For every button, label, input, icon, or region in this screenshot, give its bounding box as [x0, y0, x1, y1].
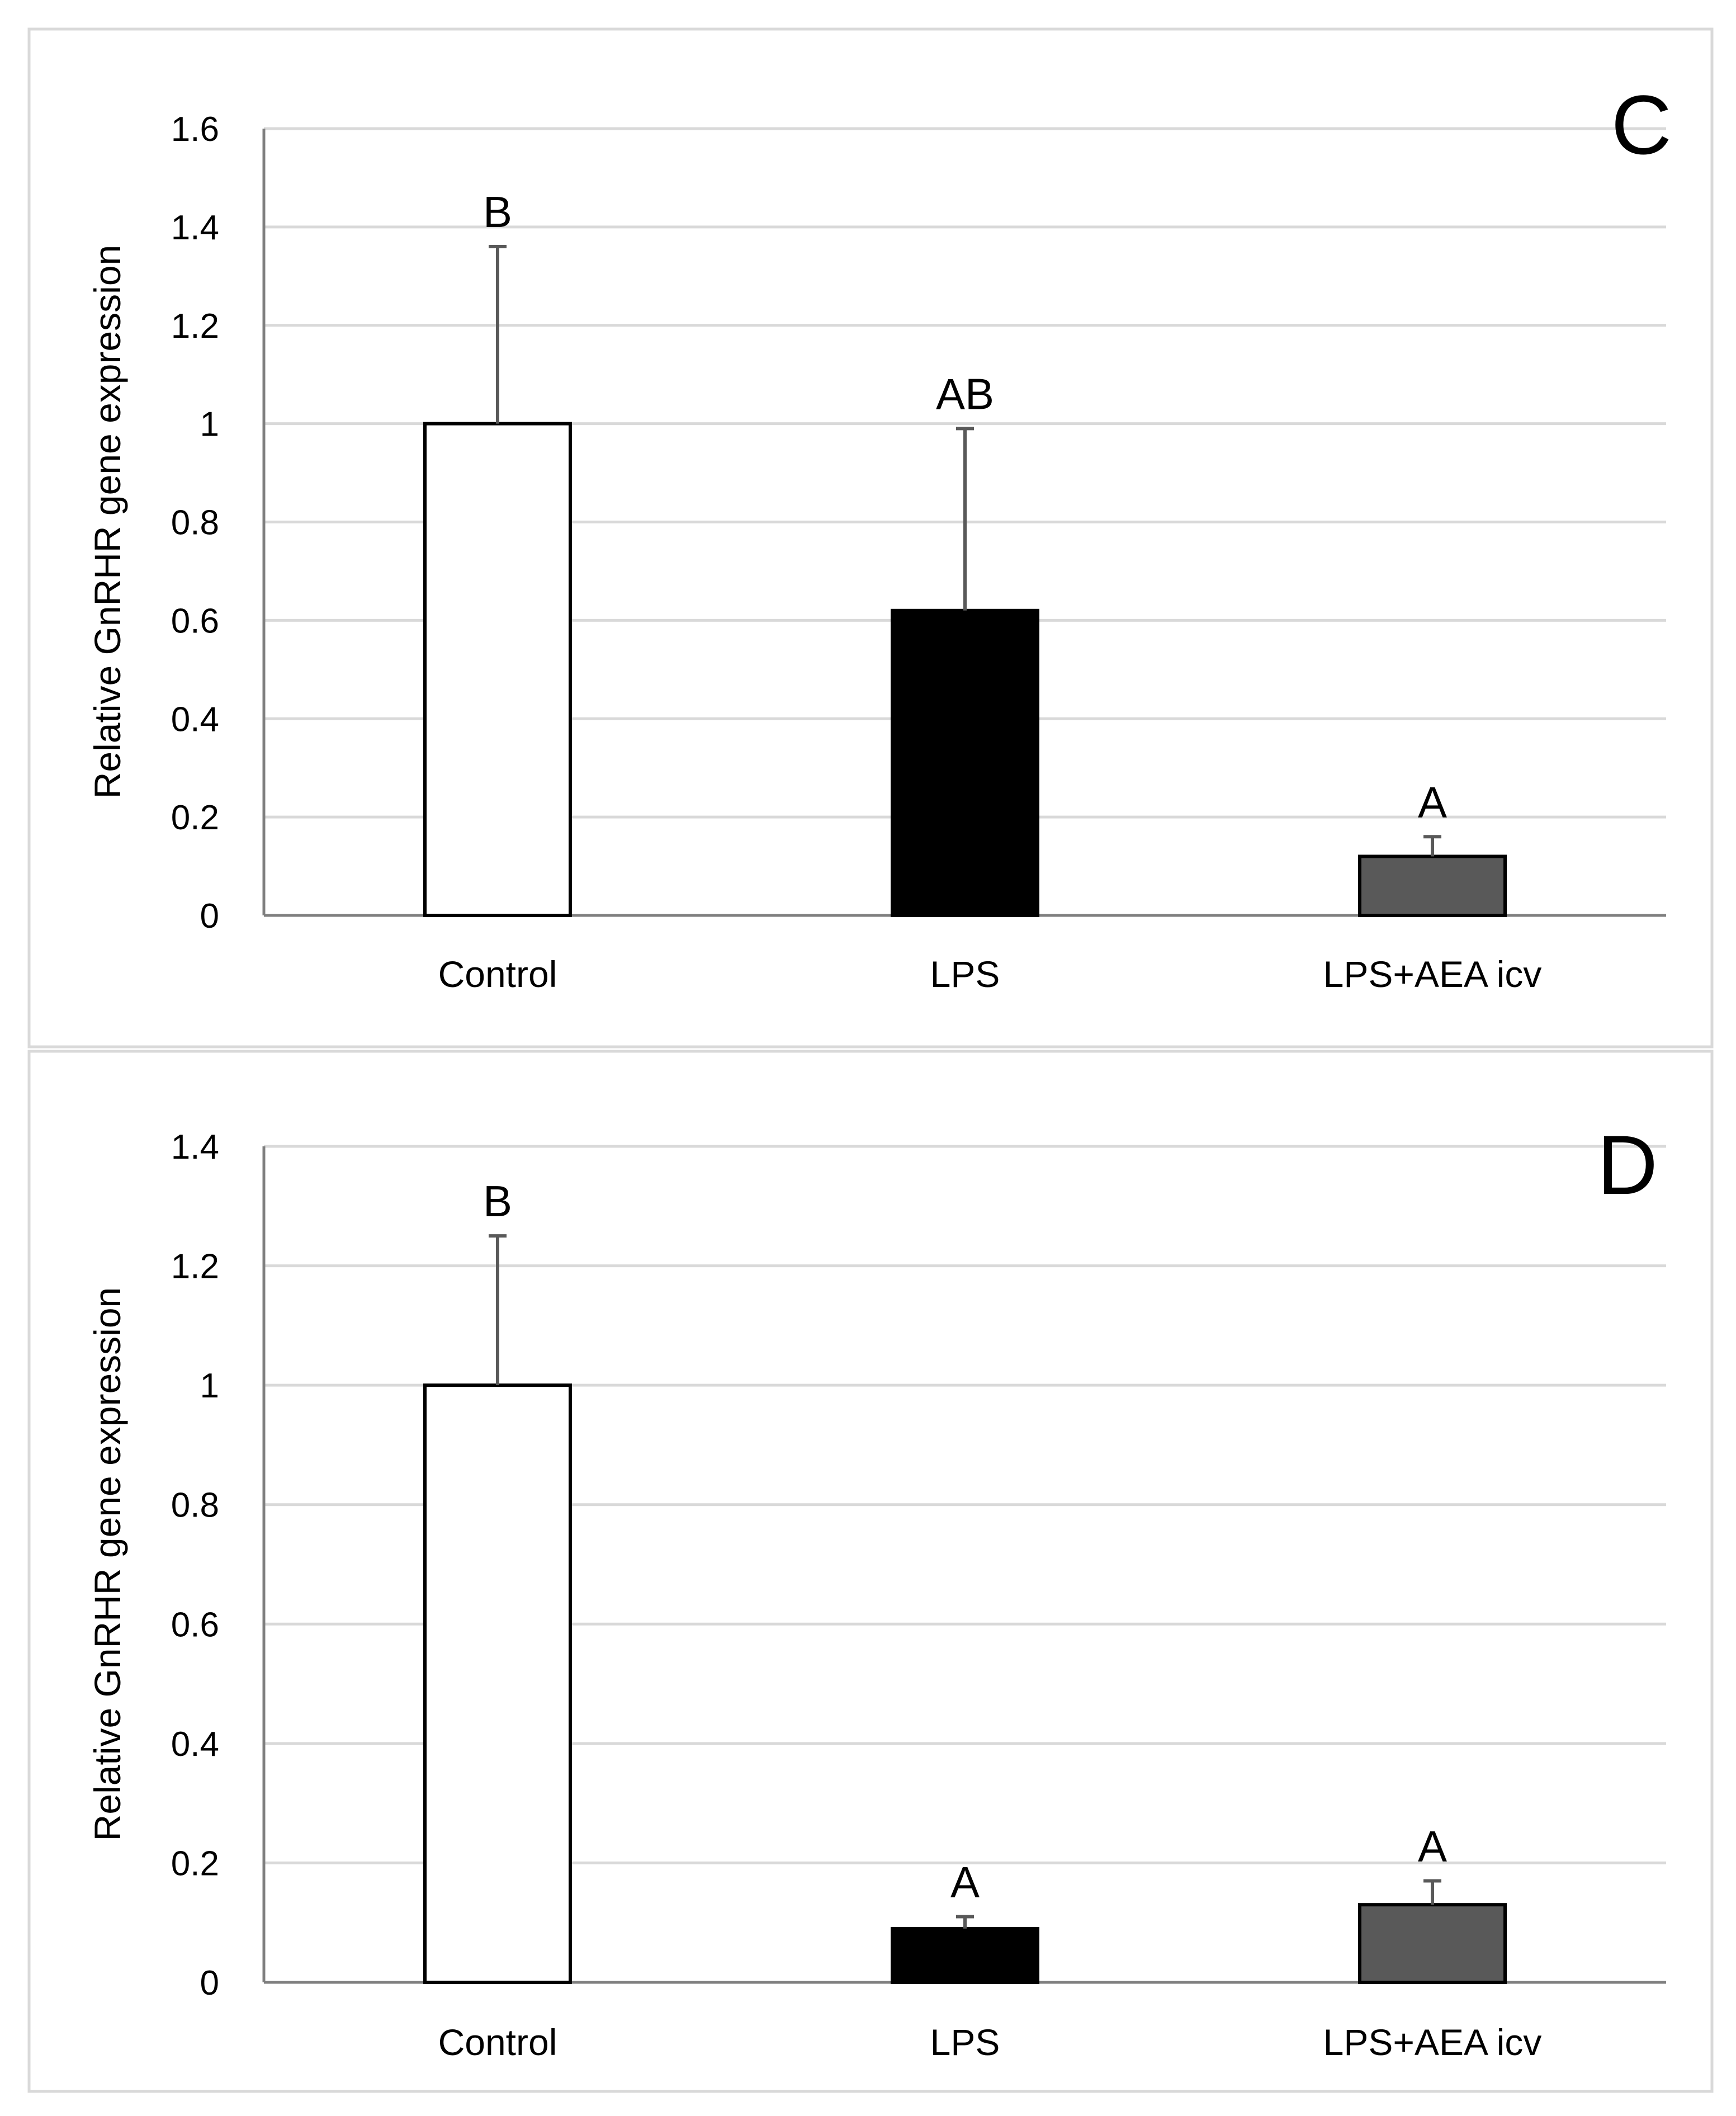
y-tick-label: 1.6	[171, 110, 219, 149]
x-category-label: LPS	[930, 953, 1000, 995]
y-tick-label: 1.2	[171, 307, 219, 346]
x-category-label: LPS+AEA icv	[1323, 2021, 1542, 2063]
y-tick-label: 0.6	[171, 1605, 219, 1644]
y-axis-label: Relative GnRHR gene expression	[87, 1287, 128, 1841]
y-tick-label: 0.4	[171, 700, 219, 739]
bar-control	[423, 422, 572, 917]
bar-lps	[891, 1926, 1039, 1984]
bar-control	[423, 1383, 572, 1984]
y-tick-label: 0	[200, 1964, 219, 2002]
y-tick-label: 0.4	[171, 1725, 219, 1764]
y-tick-label: 0.8	[171, 1486, 219, 1525]
significance-label: B	[483, 187, 512, 237]
y-tick-label: 1	[200, 405, 219, 444]
y-tick-label: 0.8	[171, 504, 219, 542]
y-tick-label: 1.2	[171, 1248, 219, 1286]
bar-lps-aea-icv	[1358, 1903, 1507, 1984]
panel-d-chart: 0 0.2 0.4 0.6 0.8 1 1.2 1.4 Relative GnRHR gene …	[27, 1050, 1714, 2093]
significance-label: A	[950, 1858, 980, 1907]
x-category-label: Control	[438, 2021, 557, 2063]
panel-letter: D	[1597, 1118, 1658, 1212]
bar-lps	[891, 608, 1039, 917]
y-tick-label: 1	[200, 1367, 219, 1405]
y-tick-label: 0.2	[171, 1844, 219, 1883]
y-axis-label: Relative GnRHR gene expression	[87, 245, 128, 799]
x-category-label: LPS	[930, 2021, 1000, 2063]
significance-label: AB	[936, 369, 994, 418]
bar-lps-aea-icv	[1358, 854, 1507, 917]
y-tick-label: 0	[200, 897, 219, 936]
y-tick-label: 1.4	[171, 209, 219, 247]
significance-label: B	[483, 1177, 512, 1226]
x-category-label: LPS+AEA icv	[1323, 953, 1542, 995]
significance-label: A	[1418, 1821, 1447, 1871]
y-tick-label: 1.4	[171, 1128, 219, 1166]
panel-letter: C	[1611, 78, 1672, 172]
significance-label: A	[1418, 777, 1447, 826]
y-tick-label: 0.6	[171, 602, 219, 640]
panel-c-chart: 0 0.2 0.4 0.6 0.8 1 1.2 1.4 1.6 Relative GnRHR ge…	[27, 27, 1714, 1048]
x-category-label: Control	[438, 953, 557, 995]
y-tick-label: 0.2	[171, 799, 219, 837]
